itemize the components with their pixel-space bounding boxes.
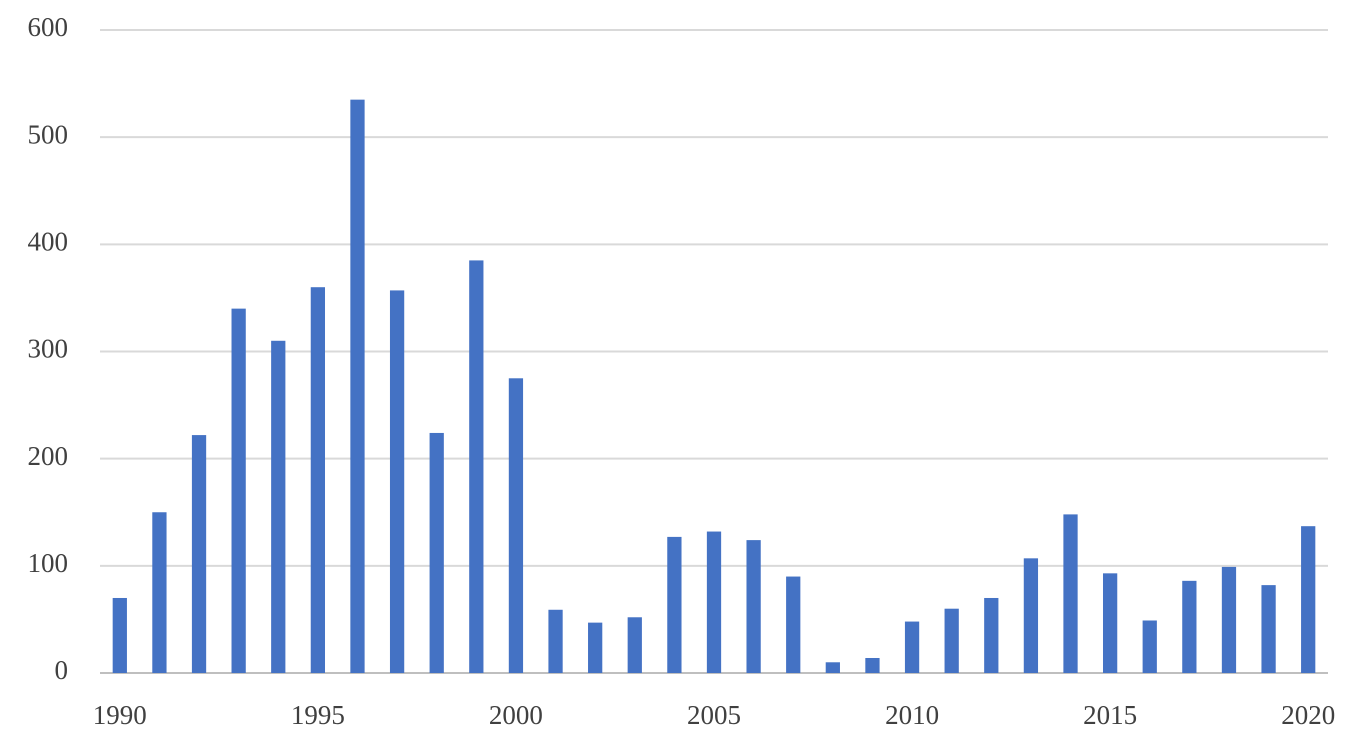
bar: [271, 340, 286, 673]
x-tick-label: 2020: [1281, 700, 1335, 730]
bar: [1142, 620, 1157, 673]
bar: [944, 608, 959, 673]
y-tick-label: 0: [55, 655, 69, 685]
bar: [1102, 573, 1118, 673]
bar: [786, 576, 801, 673]
x-tick-label: 2015: [1083, 700, 1137, 730]
bar: [984, 597, 999, 673]
bar: [389, 290, 405, 673]
bar: [627, 617, 642, 673]
bar: [429, 432, 444, 673]
bar: [667, 536, 682, 673]
bar: [112, 597, 127, 673]
bar: [706, 531, 722, 673]
y-tick-label: 600: [28, 12, 69, 42]
bar: [152, 512, 167, 673]
bar: [191, 435, 207, 673]
bar: [1182, 580, 1197, 673]
bar: [469, 260, 484, 673]
x-tick-label: 2005: [687, 700, 741, 730]
y-tick-label: 200: [28, 441, 69, 471]
y-tick-label: 500: [28, 119, 69, 149]
bar: [1301, 526, 1316, 673]
bar: [1221, 566, 1237, 673]
bar: [508, 378, 524, 673]
bar: [865, 657, 880, 673]
y-tick-label: 300: [28, 334, 69, 364]
bar: [746, 540, 761, 673]
bar: [588, 622, 603, 673]
y-tick-label: 100: [28, 548, 69, 578]
bar: [904, 621, 920, 673]
bar: [1261, 585, 1276, 673]
x-tick-label: 2000: [489, 700, 543, 730]
bar: [1063, 514, 1078, 673]
x-tick-label: 1990: [93, 700, 147, 730]
x-tick-label: 2010: [885, 700, 939, 730]
y-tick-label: 400: [28, 227, 69, 257]
bar: [1023, 558, 1039, 673]
x-tick-label: 1995: [291, 700, 345, 730]
bar: [350, 99, 365, 674]
bar: [231, 308, 246, 673]
bar: [548, 609, 563, 673]
bar: [310, 287, 326, 673]
bar: [825, 662, 840, 673]
